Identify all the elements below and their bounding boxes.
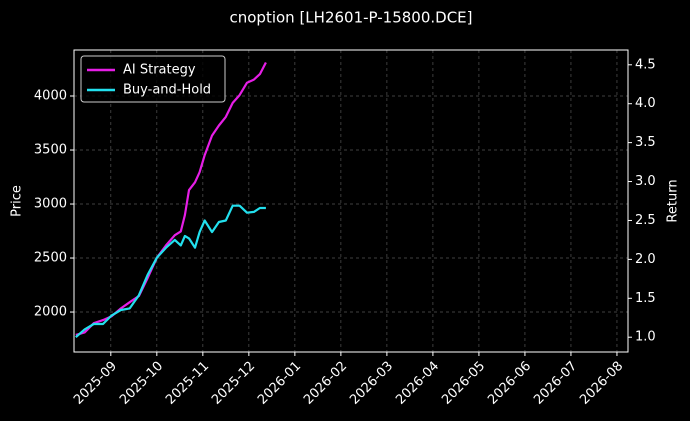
chart-title: cnoption [LH2601-P-15800.DCE] bbox=[230, 9, 473, 27]
x-tick-label: 2025-12 bbox=[209, 359, 258, 408]
y-axis-label: Price bbox=[10, 185, 25, 217]
x-tick-label: 2026-08 bbox=[577, 359, 626, 408]
line-series bbox=[75, 204, 266, 339]
x-tick-label: 2026-02 bbox=[301, 359, 350, 408]
x-tick-label: 2025-09 bbox=[71, 359, 120, 408]
y-tick-label: 2000 bbox=[34, 305, 67, 320]
y2-tick-label: 4.5 bbox=[635, 57, 656, 72]
x-tick-label: 2025-10 bbox=[117, 359, 166, 408]
y2-tick-label: 2.0 bbox=[635, 252, 656, 267]
y-tick-label: 3500 bbox=[34, 143, 67, 158]
y-tick-label: 2500 bbox=[34, 251, 67, 266]
x-tick-label: 2025-11 bbox=[163, 359, 212, 408]
y2-tick-label: 1.0 bbox=[635, 330, 656, 345]
x-tick-label: 2026-01 bbox=[255, 359, 304, 408]
y2-tick-label: 3.5 bbox=[635, 135, 656, 150]
y-tick-label: 4000 bbox=[34, 89, 67, 104]
legend-box bbox=[80, 55, 226, 103]
x-tick-label: 2026-05 bbox=[439, 359, 488, 408]
y2-tick-label: 3.0 bbox=[635, 174, 656, 189]
x-tick-label: 2026-03 bbox=[347, 359, 396, 408]
y2-axis-label: Return bbox=[666, 179, 681, 222]
legend-label: Buy-and-Hold bbox=[123, 83, 211, 98]
x-tick-label: 2026-07 bbox=[531, 359, 580, 408]
y2-tick-label: 1.5 bbox=[635, 291, 656, 306]
legend-label: AI Strategy bbox=[123, 63, 196, 78]
y2-tick-label: 2.5 bbox=[635, 213, 656, 228]
y2-tick-label: 4.0 bbox=[635, 96, 656, 111]
x-tick-label: 2026-06 bbox=[485, 359, 534, 408]
plot-frame bbox=[73, 49, 629, 353]
x-tick-label: 2026-04 bbox=[393, 359, 442, 408]
y-tick-label: 3000 bbox=[34, 197, 67, 212]
line-series bbox=[75, 61, 267, 336]
